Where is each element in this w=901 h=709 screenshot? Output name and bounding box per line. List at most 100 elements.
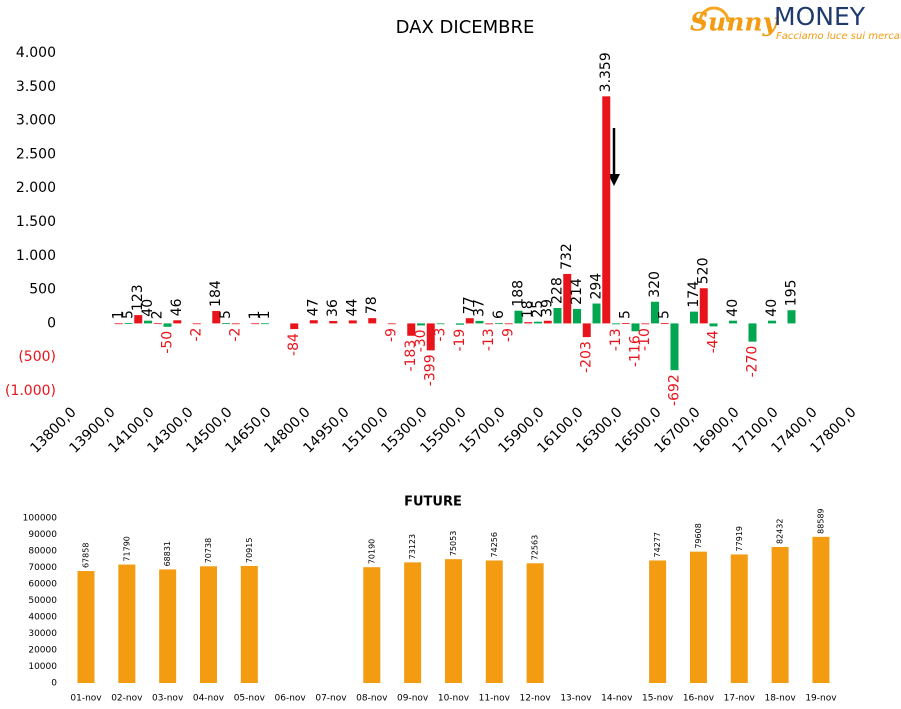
value-label: 82432 <box>776 519 785 544</box>
value-label: -2 <box>228 328 244 342</box>
y-tick-label: 0 <box>51 679 57 689</box>
bar <box>699 288 708 324</box>
bar <box>514 310 523 324</box>
bar <box>407 323 416 336</box>
value-label: -9 <box>384 328 400 342</box>
bar <box>159 569 177 683</box>
value-label: 3.359 <box>598 52 614 92</box>
value-label: -692 <box>667 374 683 406</box>
y-tick-label: 40000 <box>28 613 57 623</box>
y-tick-label: 3.000 <box>16 113 56 129</box>
value-label: 68831 <box>163 541 172 566</box>
bar <box>261 323 269 325</box>
y-tick-label: 80000 <box>28 547 57 557</box>
bar <box>368 318 377 324</box>
x-tick-label: 02-nov <box>111 694 143 704</box>
bar <box>192 323 201 325</box>
value-label: 732 <box>559 243 575 270</box>
value-label: 67858 <box>82 543 91 568</box>
value-label: -13 <box>481 328 497 351</box>
y-tick-label: (500) <box>18 349 56 365</box>
bar <box>730 554 748 683</box>
y-tick-label: 70000 <box>28 563 57 573</box>
value-label: 47 <box>306 298 322 316</box>
x-tick-label: 01-nov <box>70 694 102 704</box>
value-label: -10 <box>637 328 653 351</box>
value-label: 5 <box>121 310 137 319</box>
logo-name: MONEY <box>774 2 866 31</box>
value-label: 88589 <box>816 508 825 533</box>
bar <box>240 565 258 683</box>
value-label: 5 <box>218 310 234 319</box>
logo-brand: Sunny <box>690 8 779 37</box>
value-label: -30 <box>413 329 429 352</box>
bar <box>163 323 172 327</box>
value-label: -44 <box>706 330 722 353</box>
x-tick-label: 13-nov <box>560 694 592 704</box>
y-tick-label: 100000 <box>23 514 58 524</box>
bar <box>787 310 796 324</box>
logo-tagline: Facciamo luce sui mercati <box>776 31 901 42</box>
value-label: -50 <box>160 331 176 354</box>
bar <box>199 566 217 683</box>
value-label: 44 <box>345 299 361 317</box>
bar <box>485 323 494 325</box>
value-label: -2 <box>189 328 205 342</box>
value-label: -84 <box>286 333 302 356</box>
value-label: -19 <box>452 329 468 352</box>
y-tick-label: 1.500 <box>16 214 56 230</box>
value-label: 294 <box>589 273 605 300</box>
value-label: 5 <box>618 310 634 319</box>
value-label: 37 <box>472 299 488 317</box>
value-label: 40 <box>140 299 156 317</box>
bar <box>329 320 338 324</box>
bar <box>534 321 542 324</box>
bar <box>495 322 503 324</box>
y-tick-label: 50000 <box>28 596 57 606</box>
bar <box>690 311 698 324</box>
x-tick-label: 11-nov <box>479 694 511 704</box>
value-label: 18 <box>520 300 536 318</box>
bar <box>729 320 737 324</box>
bar <box>612 323 620 325</box>
value-label: 195 <box>784 279 800 306</box>
bar <box>602 96 611 324</box>
bar <box>649 560 667 683</box>
bar <box>404 562 422 683</box>
value-label: 520 <box>696 258 712 285</box>
bar <box>621 323 630 324</box>
bar <box>573 308 581 324</box>
value-label: 2 <box>150 310 166 319</box>
x-tick-label: 04-nov <box>193 694 225 704</box>
value-label: -116 <box>628 335 644 367</box>
value-label: 75053 <box>449 531 458 556</box>
x-tick-label: 03-nov <box>152 694 184 704</box>
x-tick-label: 06-nov <box>275 694 307 704</box>
bar <box>689 551 707 683</box>
value-label: 73123 <box>408 534 417 559</box>
y-tick-label: 2.000 <box>16 180 56 196</box>
bar <box>309 320 318 324</box>
value-label: 40 <box>725 299 741 317</box>
value-label: 78 <box>364 296 380 314</box>
bar <box>748 323 757 342</box>
value-label: 71790 <box>122 536 131 561</box>
value-label: 77 <box>462 296 478 314</box>
y-tick-label: 3.500 <box>16 79 56 95</box>
bar <box>543 320 552 324</box>
y-tick-label: 1.000 <box>16 248 56 264</box>
value-label: 6 <box>491 310 507 319</box>
bar <box>641 323 650 325</box>
value-label: 77919 <box>735 526 744 551</box>
logo: Sunny MONEY Facciamo luce sui mercati <box>690 2 901 42</box>
value-label: -9 <box>501 328 517 342</box>
bar <box>77 571 95 683</box>
value-label: 79608 <box>694 523 703 548</box>
y-tick-label: 30000 <box>28 629 57 639</box>
y-tick-label: 60000 <box>28 580 57 590</box>
value-label: 188 <box>511 280 527 307</box>
bar <box>670 323 679 371</box>
bar <box>426 323 435 351</box>
